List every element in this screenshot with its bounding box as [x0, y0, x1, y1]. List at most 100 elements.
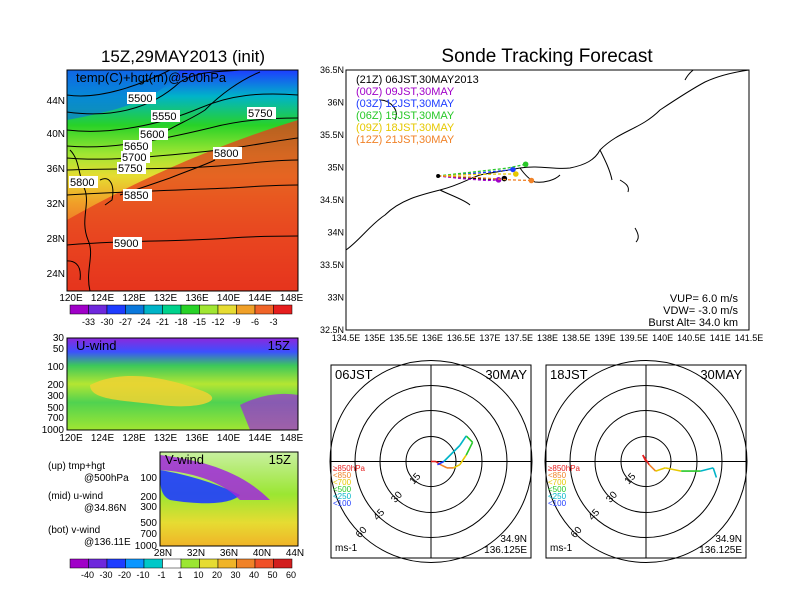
track-end-point [528, 177, 535, 184]
hodograph-wind-segment [465, 441, 474, 456]
v-p-tick: 100 [140, 473, 157, 484]
bottom-colorbar-tick: 40 [249, 570, 259, 580]
tracking-lat-tick: 32.5N [320, 325, 344, 335]
contour-label-bg [127, 92, 156, 104]
u-p-tick: 1000 [42, 425, 65, 436]
tracking-lon-tick: 134.5E [332, 333, 361, 343]
hodograph-date: 30MAY [485, 367, 527, 382]
u-p-tick: 500 [47, 403, 64, 414]
bottom-colorbar-swatch [273, 558, 293, 569]
upper-colorbar-swatch [88, 304, 108, 315]
upper-colorbar-swatch [69, 304, 89, 315]
contour-label: 5700 [122, 152, 146, 164]
upper-lon-tick: 120E [59, 293, 83, 304]
tracking-lat-tick: 34.5N [320, 195, 344, 205]
bottom-colorbar-swatch [69, 558, 89, 569]
bottom-colorbar: -40 -30 -20 -10 -1 1 10 20 30 40 50 60 [69, 558, 296, 580]
upper-lon-tick: 136E [185, 293, 209, 304]
upper-map-frame [66, 69, 299, 292]
tracking-lat-tick: 36.5N [320, 65, 344, 75]
track-line [438, 175, 532, 182]
contour-label-bg [121, 151, 150, 163]
hodograph-wind-segment [655, 467, 666, 472]
u-lon-tick: 136E [185, 433, 209, 444]
bottom-colorbar-tick: 50 [267, 570, 277, 580]
upper-lat-tick: 32N [47, 199, 65, 210]
bottom-colorbar-swatch [143, 558, 163, 569]
legend-line-4: @34.86N [84, 503, 126, 514]
hodograph-level-label: <500 [548, 485, 567, 494]
bottom-colorbar-tick: -20 [118, 570, 131, 580]
contour-label: 5850 [124, 190, 148, 202]
hodograph-lat: 34.9N [715, 534, 742, 545]
hodograph-level-label: ≥850hPa [548, 464, 581, 473]
tracking-lon-tick: 136.5E [447, 333, 476, 343]
bottom-colorbar-swatch [88, 558, 108, 569]
hodograph-wind-segment [465, 435, 474, 443]
tracking-lon-ticks: 134.5E 135E 135.5E 136E 136.5E 137E 137.5E 138E… [332, 333, 764, 343]
run-legend: (21Z) 06JST,30MAY2013(00Z) 09JST,30MAY(0… [356, 74, 479, 146]
upper-lat-tick: 28N [47, 234, 65, 245]
u-p-tick: 200 [47, 380, 64, 391]
contour-label-bg [123, 189, 152, 201]
upper-lon-tick: 140E [217, 293, 241, 304]
upper-colorbar-tick: -3 [269, 317, 277, 327]
tracking-lon-tick: 139.5E [620, 333, 649, 343]
left-title: 15Z,29MAY2013 (init) [101, 47, 265, 66]
upper-lon-ticks: 120E 124E 128E 132E 136E 140E 144E 148E [59, 293, 303, 304]
upper-colorbar-tick: -21 [156, 317, 169, 327]
contour-label-bg [123, 140, 152, 152]
vdw-text: VDW= -3.0 m/s [663, 305, 738, 317]
hodograph-ring [544, 360, 748, 563]
hodograph-time: 18JST [550, 367, 588, 382]
tracking-lat-tick: 35.5N [320, 130, 344, 140]
hodograph-level-label: <250 [333, 492, 352, 501]
run-legend-item: (09Z) 18JST,30MAY [356, 122, 455, 134]
upper-map: temp(C)+hgt(m)@500hPa 550055505600565057… [47, 69, 304, 327]
hodograph-lat: 34.9N [500, 534, 527, 545]
u-lon-tick: 128E [122, 433, 146, 444]
legend-line-2: @500hPa [84, 473, 129, 484]
contour-label-bg [213, 147, 242, 159]
bottom-colorbar-tick: 10 [193, 570, 203, 580]
hodograph-wind-segment [443, 444, 461, 463]
hodograph-lon: 136.125E [699, 545, 742, 556]
v-p-tick: 700 [140, 529, 157, 540]
tracking-lat-ticks: 36.5N 36N 35.5N 35N 34.5N 34N 33.5N 33N 32.5N [320, 65, 344, 335]
contour-label: 5750 [118, 163, 142, 175]
legend-line-3: (mid) u-wind [48, 491, 103, 502]
hodograph-wind-segment [453, 463, 461, 469]
contour-label: 5800 [70, 177, 94, 189]
bottom-colorbar-swatch [180, 558, 200, 569]
u-p-tick: 30 [53, 333, 65, 344]
track-end-point [522, 161, 529, 168]
contour-label-bg [247, 107, 276, 119]
bottom-colorbar-swatch [236, 558, 256, 569]
contour-label-bg [117, 162, 146, 174]
hodograph-wind-segment [459, 454, 467, 466]
upper-colorbar-swatch [162, 304, 182, 315]
tracking-lat-tick: 34N [327, 228, 344, 238]
run-legend-item: (06Z) 15JST,30MAY [356, 110, 455, 122]
contour-label: 5600 [140, 129, 164, 141]
bottom-colorbar-tick: 1 [177, 570, 182, 580]
hodograph-time: 06JST [335, 367, 373, 382]
tracking-lat-tick: 33.5N [320, 260, 344, 270]
v-p-tick: 200 [140, 492, 157, 503]
u-wind-time: 15Z [268, 338, 290, 353]
u-lon-tick: 148E [280, 433, 304, 444]
bottom-colorbar-swatch [106, 558, 126, 569]
contour-label-bg [69, 176, 98, 188]
bottom-colorbar-swatch [217, 558, 237, 569]
upper-lat-tick: 36N [47, 164, 65, 175]
hodograph-level-label: <850 [333, 471, 352, 480]
tracking-lat-tick: 36N [327, 98, 344, 108]
upper-lon-tick: 124E [91, 293, 115, 304]
v-wind-frame [159, 451, 299, 547]
u-wind-easterly [240, 393, 298, 430]
u-p-tick: 300 [47, 391, 64, 402]
